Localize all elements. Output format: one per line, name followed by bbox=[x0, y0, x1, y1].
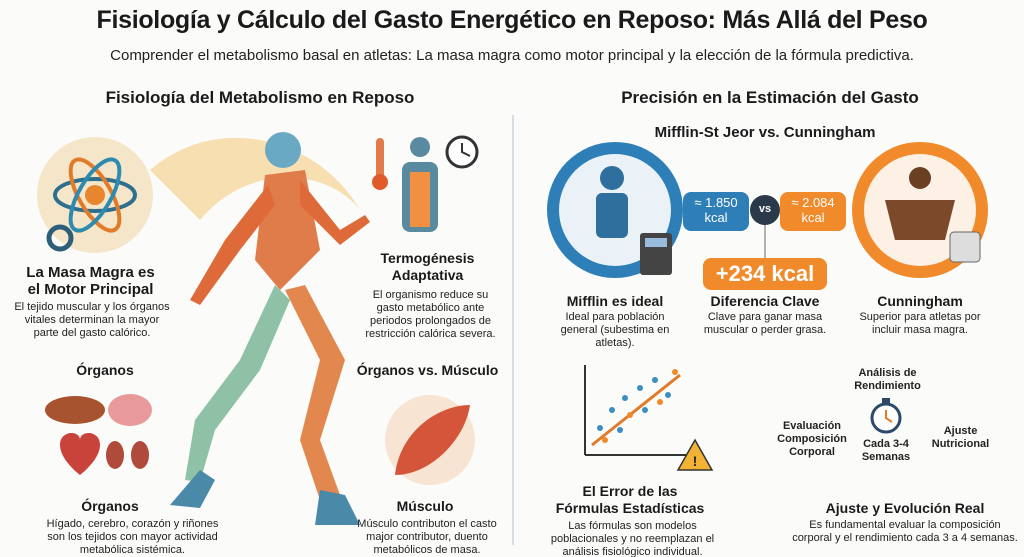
subheading: Mifflin-St Jeor vs. Cunningham bbox=[654, 124, 876, 141]
card-text: Es fundamental evaluar la composición co… bbox=[792, 519, 1018, 544]
vs-label: vs bbox=[758, 203, 772, 215]
cycle-label: Evaluación Composición Corporal bbox=[777, 420, 847, 458]
scatter-illustration: ! bbox=[584, 365, 714, 471]
muscle-icon bbox=[385, 395, 475, 485]
card-text: Las fórmulas son modelos poblacionales y… bbox=[550, 520, 715, 557]
card-text: Músculo contributon el casto major contr… bbox=[357, 518, 497, 556]
label: Órganos vs. Músculo bbox=[356, 362, 499, 378]
label: Órganos bbox=[76, 362, 134, 378]
organs-icon bbox=[45, 394, 152, 475]
card-text: Hígado, cerebro, corazón y riñones son l… bbox=[46, 518, 219, 556]
cycle-label: Cada 3-4 Semanas bbox=[861, 438, 911, 463]
card-title: Diferencia Clave bbox=[710, 293, 820, 309]
section-heading: Precisión en la Estimación del Gasto bbox=[621, 88, 919, 107]
card-title: El Error de las Fórmulas Estadísticas bbox=[555, 483, 705, 516]
difference-pill: +234 kcal bbox=[703, 258, 827, 290]
value-pill: ≈ 2.084 kcal bbox=[780, 192, 846, 231]
card-title: Ajuste y Evolución Real bbox=[825, 500, 985, 516]
card-title: Termogénesis Adaptativa bbox=[380, 250, 475, 283]
card-title: Cunningham bbox=[877, 293, 963, 309]
card-text: El organismo reduce su gasto metabólico … bbox=[365, 289, 496, 340]
svg-text:!: ! bbox=[693, 453, 698, 469]
card-text: Ideal para población general (subestima … bbox=[560, 311, 670, 349]
atom-icon bbox=[37, 137, 153, 253]
card-text: Clave para ganar masa muscular o perder … bbox=[703, 311, 827, 336]
card-title: Órganos bbox=[81, 498, 139, 514]
title: Fisiología y Cálculo del Gasto Energétic… bbox=[96, 6, 928, 34]
comparison-graphic bbox=[547, 142, 988, 278]
card-title: La Masa Magra es el Motor Principal bbox=[26, 264, 155, 298]
card-text: Superior para atletas por incluir masa m… bbox=[859, 311, 981, 336]
section-heading: Fisiología del Metabolismo en Reposo bbox=[105, 88, 415, 107]
runner-figure bbox=[150, 132, 370, 525]
clock-icon bbox=[870, 398, 902, 434]
cycle-label: Ajuste Nutricional bbox=[931, 425, 990, 450]
subtitle: Comprender el metabolismo basal en atlet… bbox=[110, 47, 914, 64]
value-pill: ≈ 1.850 kcal bbox=[683, 192, 749, 231]
thermo-icon bbox=[372, 135, 479, 232]
cycle-label: Análisis de Rendimiento bbox=[854, 367, 921, 392]
card-text: El tejido muscular y los órganos vitales… bbox=[14, 301, 170, 339]
card-title: Músculo bbox=[396, 498, 454, 514]
card-title: Mifflin es ideal bbox=[566, 293, 664, 309]
